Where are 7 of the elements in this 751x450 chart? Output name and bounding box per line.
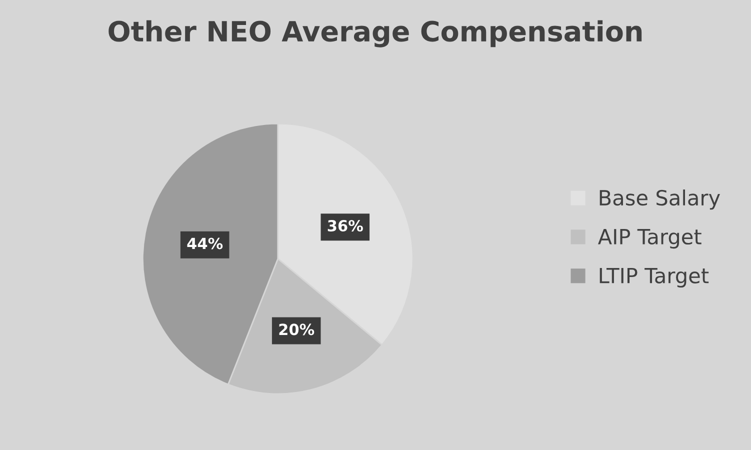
data-label: 20% — [279, 324, 314, 336]
legend-label: LTIP Target — [600, 268, 709, 288]
legend-label: Base Salary — [600, 190, 720, 210]
chart-title: Other NEO Average Compensation — [108, 20, 642, 48]
legend-label: AIP Target — [598, 229, 702, 249]
data-label: 36% — [328, 220, 363, 232]
data-label: 44% — [187, 238, 223, 250]
